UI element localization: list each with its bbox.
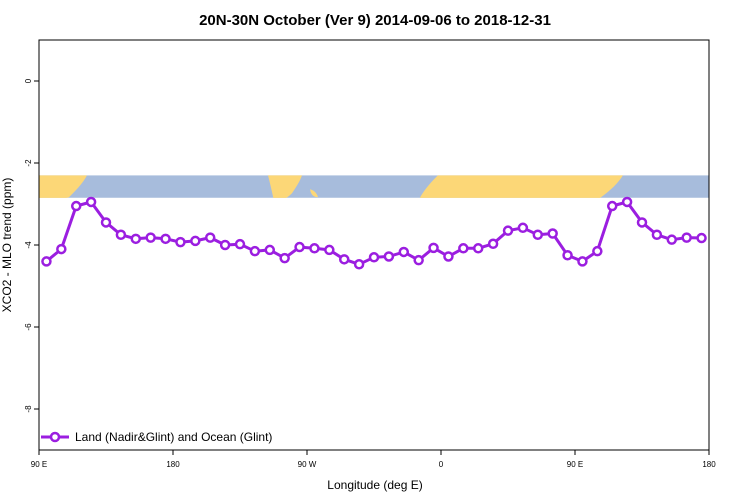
data-point [666, 234, 678, 245]
data-point [472, 243, 484, 254]
map-landmass [310, 189, 318, 198]
data-point [130, 233, 142, 245]
x-axis-label: Longitude (deg E) [327, 478, 422, 492]
data-point [651, 229, 663, 240]
map-landmass [492, 183, 504, 196]
y-tick-label: -6 [24, 323, 33, 331]
legend: Land (Nadir&Glint) and Ocean (Glint) [41, 430, 272, 444]
map-landmass [419, 175, 623, 198]
data-point [70, 200, 82, 212]
data-point [383, 251, 395, 262]
data-point [100, 217, 112, 228]
data-point [85, 196, 97, 208]
data-point [175, 236, 186, 248]
x-tick-label: 90 E [31, 460, 47, 469]
x-tick-label: 180 [702, 460, 716, 469]
x-tick-label: 90 W [298, 460, 317, 469]
data-point [324, 244, 335, 256]
data-point [368, 252, 380, 263]
map-land [39, 175, 623, 198]
data-point [190, 235, 201, 247]
data-point [458, 243, 469, 254]
map-landmass [550, 190, 572, 197]
y-tick-label: -2 [24, 159, 33, 167]
x-tick-label: 90 E [567, 460, 583, 469]
data-point [145, 232, 156, 243]
y-tick-label: -8 [24, 405, 33, 413]
data-point [696, 232, 707, 244]
data-point [592, 245, 603, 257]
data-point [279, 252, 290, 264]
data-point [577, 256, 588, 267]
data-point [443, 251, 454, 262]
data-point [502, 225, 514, 236]
map-landmass [39, 175, 87, 198]
data-point [621, 196, 633, 208]
data-point [115, 229, 127, 240]
data-point [338, 254, 350, 265]
world-map-strip [39, 175, 709, 198]
x-axis: 90 E 180 90 W 0 90 E 180 [31, 450, 716, 469]
data-point [681, 232, 692, 243]
data-point [428, 242, 439, 254]
data-point [532, 229, 544, 240]
data-point [234, 238, 246, 250]
data-point [41, 256, 52, 267]
chart-title: 20N-30N October (Ver 9) 2014-09-06 to 20… [199, 12, 551, 29]
data-point [487, 238, 499, 250]
data-point [413, 254, 424, 266]
y-axis-label: XCO2 - MLO trend (ppm) [0, 178, 14, 313]
y-tick-label: -4 [24, 241, 33, 249]
map-landmass [268, 175, 302, 198]
data-point [398, 246, 410, 258]
series-layer [41, 196, 707, 270]
data-point [547, 228, 558, 239]
data-point [56, 243, 67, 255]
data-point [562, 250, 573, 261]
data-point [353, 259, 365, 270]
data-point [517, 222, 529, 234]
y-axis: 0 -2 -4 -6 -8 [24, 78, 39, 413]
data-point [264, 244, 276, 256]
data-point [606, 200, 618, 212]
data-point [636, 217, 648, 228]
x-tick-label: 0 [439, 460, 444, 469]
data-point [204, 232, 216, 243]
x-tick-label: 180 [166, 460, 180, 469]
data-point [309, 243, 320, 254]
legend-point-marker [49, 431, 61, 443]
data-point [160, 233, 171, 245]
legend-label: Land (Nadir&Glint) and Ocean (Glint) [75, 430, 272, 444]
y-tick-label: 0 [24, 78, 33, 83]
data-point [294, 241, 305, 253]
data-point [249, 245, 261, 257]
data-point [219, 239, 231, 251]
plot-frame [38, 39, 710, 451]
